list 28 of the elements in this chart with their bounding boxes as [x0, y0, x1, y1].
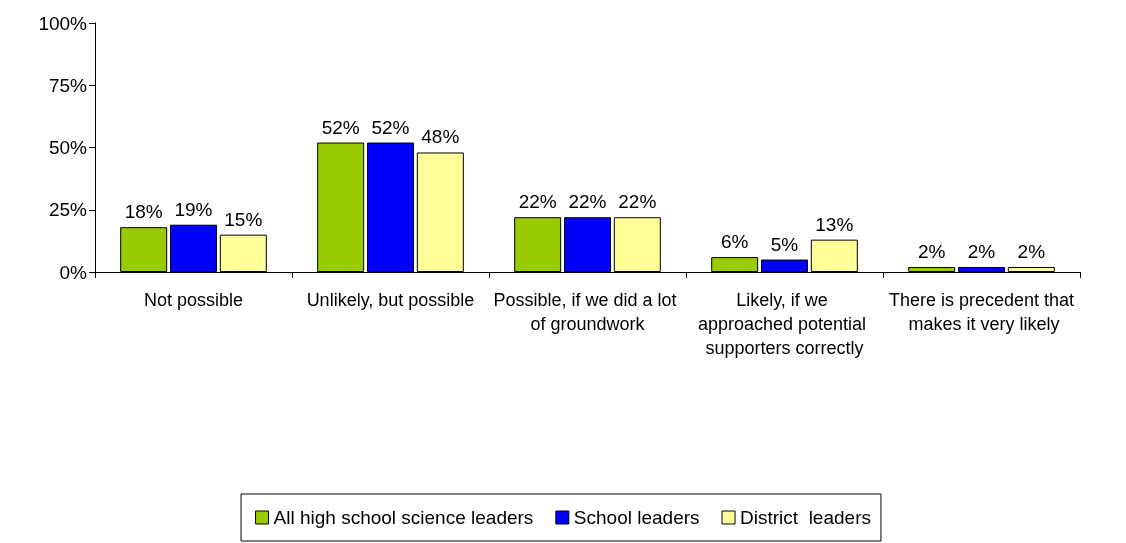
- data-label: 52%: [371, 116, 410, 138]
- legend-label: District leaders: [740, 507, 871, 528]
- data-label: 48%: [421, 126, 460, 148]
- data-label: 6%: [720, 231, 749, 253]
- y-tick-label: 25%: [48, 199, 88, 221]
- data-label: 22%: [568, 191, 607, 213]
- data-label: 2%: [967, 241, 996, 263]
- x-tick-label: Likely, if we approached potential supporters correctly: [697, 290, 872, 358]
- data-label: 15%: [224, 208, 263, 230]
- data-label: 5%: [770, 233, 799, 255]
- x-tick-label: There is precedent that makes it very likely: [888, 290, 1075, 334]
- data-label: 13%: [815, 213, 854, 235]
- data-label: 2%: [917, 241, 946, 263]
- legend-label: All high school science leaders: [273, 507, 534, 528]
- data-label: 52%: [321, 116, 360, 138]
- data-label: 18%: [124, 201, 163, 223]
- x-tick-label: Unlikely, but possible: [306, 290, 475, 310]
- data-label: 19%: [174, 198, 213, 220]
- legend-label: School leaders: [573, 507, 700, 528]
- data-label: 2%: [1017, 241, 1046, 263]
- y-tick-label: 100%: [38, 12, 88, 34]
- y-tick-label: 50%: [48, 137, 88, 158]
- y-tick-label: 75%: [48, 74, 88, 96]
- x-tick-label: Possible, if we did a lot of groundwork: [493, 290, 682, 334]
- data-label: 22%: [518, 191, 557, 213]
- x-tick-label: Not possible: [143, 290, 244, 310]
- y-tick-label: 0%: [59, 261, 88, 283]
- data-label: 22%: [618, 191, 657, 213]
